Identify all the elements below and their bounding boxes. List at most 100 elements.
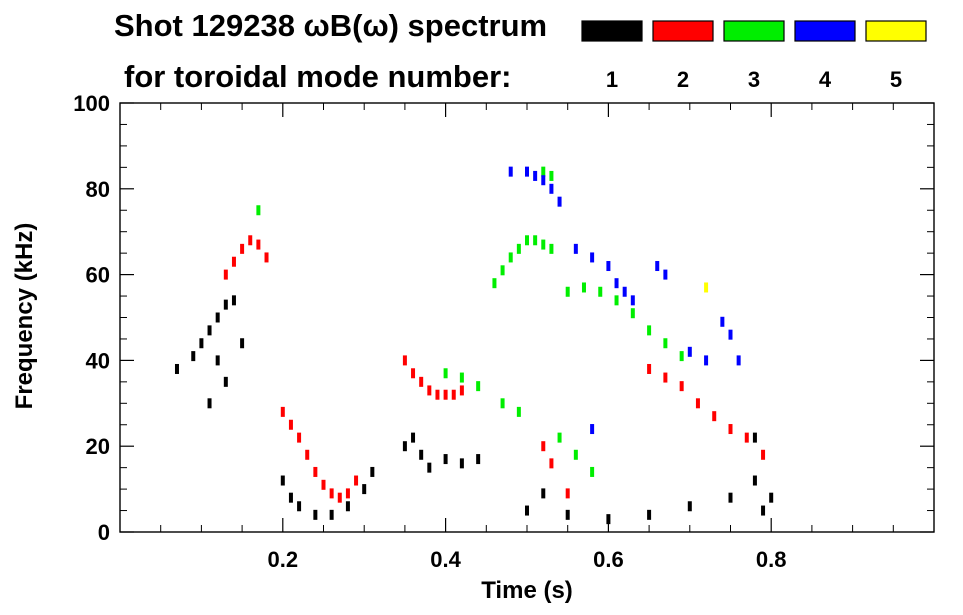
- data-point: [411, 432, 416, 443]
- data-point: [492, 278, 497, 289]
- series-1: [174, 295, 774, 525]
- data-point: [419, 376, 424, 387]
- x-tick-label: 0.8: [756, 547, 787, 572]
- data-point: [525, 505, 529, 516]
- y-tick-label: 40: [86, 348, 110, 373]
- data-point: [606, 261, 611, 272]
- data-point: [223, 376, 228, 387]
- data-point: [679, 351, 684, 362]
- data-point: [305, 449, 310, 460]
- data-point: [752, 432, 757, 443]
- data-point: [687, 346, 692, 357]
- data-point: [427, 385, 432, 396]
- data-point: [207, 325, 212, 336]
- data-point: [549, 183, 554, 194]
- data-point: [525, 166, 529, 177]
- data-point: [549, 458, 554, 469]
- plot-area: 0 20 40 60 80 100 0.2 0.4 0.6 0.8: [73, 91, 935, 572]
- data-point: [533, 235, 538, 246]
- data-point: [590, 252, 595, 263]
- data-point: [533, 170, 538, 181]
- data-point: [402, 441, 407, 452]
- x-axis-label: Time (s): [481, 577, 573, 604]
- data-point: [240, 243, 245, 254]
- legend-swatch-2: [652, 20, 714, 42]
- data-point: [459, 458, 464, 469]
- data-point: [573, 449, 578, 460]
- data-point: [402, 355, 407, 366]
- series-4: [508, 166, 741, 435]
- data-point: [769, 492, 774, 503]
- data-point: [476, 381, 481, 392]
- data-point: [199, 338, 204, 349]
- data-point: [541, 166, 546, 177]
- data-point: [288, 419, 293, 430]
- data-point: [655, 261, 660, 272]
- data-point: [549, 243, 554, 254]
- data-point: [329, 488, 334, 499]
- data-point: [647, 325, 652, 336]
- data-point: [223, 269, 228, 280]
- data-point: [712, 411, 717, 422]
- data-point: [728, 424, 733, 435]
- data-point: [174, 363, 179, 374]
- data-point: [516, 243, 521, 254]
- data-point: [663, 338, 668, 349]
- legend-label-4: 4: [819, 67, 832, 92]
- data-point: [541, 239, 546, 250]
- data-point: [590, 424, 595, 435]
- data-point: [280, 475, 285, 486]
- y-tick-label: 80: [86, 177, 110, 202]
- data-point: [443, 389, 448, 400]
- data-point: [443, 454, 448, 465]
- data-point: [630, 308, 635, 319]
- series-3: [256, 166, 684, 477]
- data-point: [704, 355, 709, 366]
- data-point: [191, 351, 196, 362]
- data-point: [590, 466, 595, 477]
- ticks-layer: 0 20 40 60 80 100 0.2 0.4 0.6 0.8: [73, 91, 934, 572]
- data-point: [614, 278, 619, 289]
- x-tick-label: 0.6: [593, 547, 624, 572]
- data-point: [500, 398, 505, 409]
- data-point: [443, 368, 448, 379]
- data-point: [345, 501, 350, 512]
- data-point: [663, 372, 668, 383]
- data-point: [264, 252, 269, 263]
- data-point: [297, 432, 302, 443]
- data-point: [354, 475, 359, 486]
- data-point: [647, 363, 652, 374]
- legend-label-1: 1: [606, 67, 618, 92]
- legend-swatch-5: [865, 20, 927, 42]
- data-point: [728, 492, 733, 503]
- legend-swatch-3: [723, 20, 785, 42]
- data-point: [761, 505, 766, 516]
- data-point: [459, 372, 464, 383]
- data-point: [557, 432, 562, 443]
- legend: 1 2 3 4 5: [581, 20, 927, 92]
- data-point: [541, 441, 546, 452]
- data-point: [451, 389, 456, 400]
- data-point: [565, 286, 570, 297]
- data-point: [313, 509, 318, 520]
- x-tick-label: 0.2: [268, 547, 299, 572]
- data-point: [565, 509, 570, 520]
- data-point: [313, 466, 318, 477]
- data-point: [679, 381, 684, 392]
- data-point: [362, 484, 367, 495]
- data-point: [516, 406, 521, 417]
- data-point: [370, 466, 375, 477]
- data-point: [297, 501, 302, 512]
- data-point: [256, 205, 261, 216]
- data-point: [622, 286, 627, 297]
- data-point: [231, 256, 236, 267]
- y-tick-label: 0: [98, 520, 110, 545]
- data-point: [728, 329, 733, 340]
- data-point: [541, 488, 546, 499]
- y-tick-label: 20: [86, 434, 110, 459]
- data-point: [573, 243, 578, 254]
- data-point: [321, 479, 326, 490]
- data-point: [337, 492, 342, 503]
- data-point: [288, 492, 293, 503]
